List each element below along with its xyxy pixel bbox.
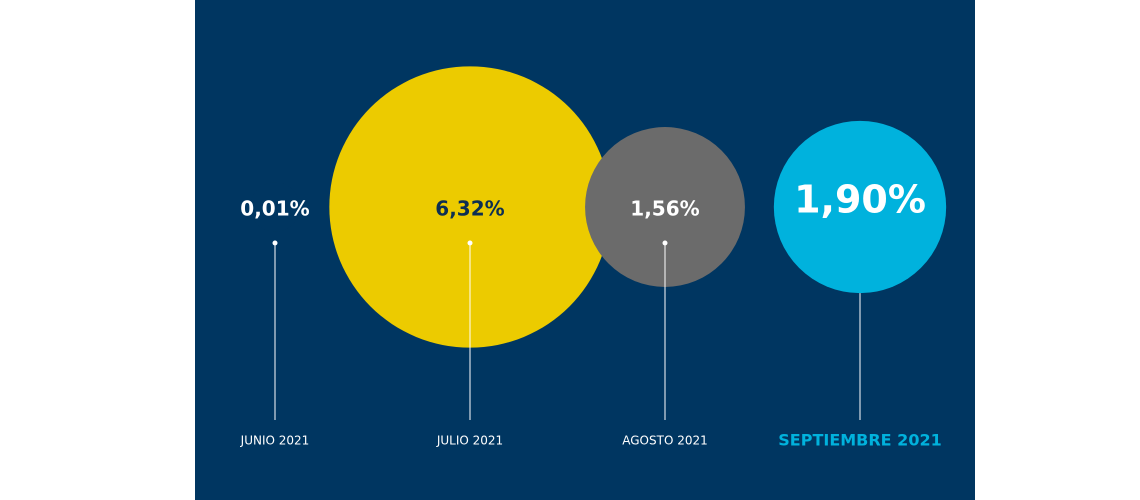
category-label: JULIO 2021 <box>436 434 503 448</box>
bubble <box>250 182 300 232</box>
category-label: AGOSTO 2021 <box>622 434 708 448</box>
bubble <box>329 66 611 348</box>
bubble <box>585 127 745 287</box>
value-label: 6,32% <box>435 197 504 221</box>
bubble <box>773 120 947 294</box>
value-label: 1,90% <box>794 178 926 222</box>
value-label: 1,56% <box>630 197 699 221</box>
value-label: 0,01% <box>240 197 309 221</box>
category-label: SEPTIEMBRE 2021 <box>778 431 941 450</box>
category-label: JUNIO 2021 <box>240 434 310 448</box>
